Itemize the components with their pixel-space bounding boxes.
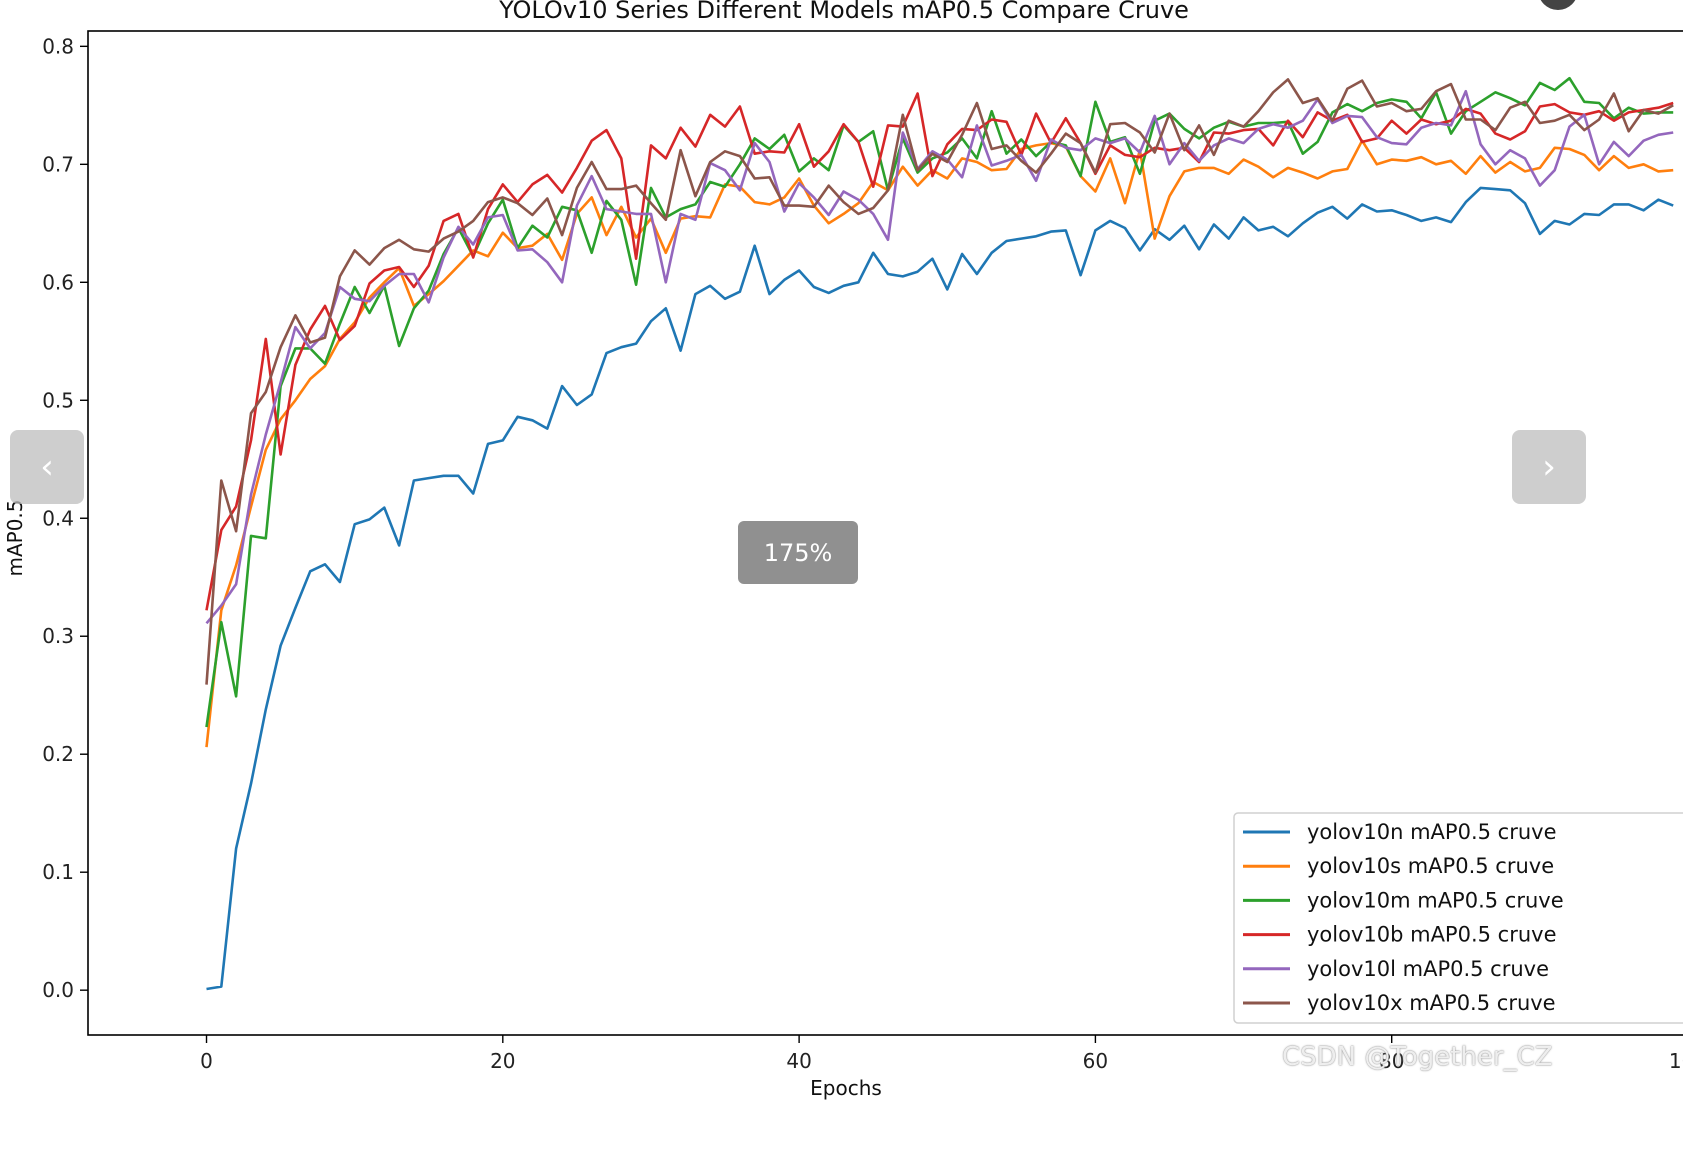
y-tick-label: 0.7 [42, 152, 74, 176]
y-tick-label: 0.3 [42, 624, 74, 648]
series-layer [205, 76, 1674, 991]
y-axis-label: mAP0.5 [3, 499, 27, 576]
x-tick-label: 40 [786, 1049, 811, 1073]
series-line-4 [205, 89, 1674, 625]
series-line-0 [206, 186, 1674, 991]
series-line-3 [205, 92, 1674, 611]
x-tick-label: 60 [1083, 1049, 1108, 1073]
series-line-5 [205, 78, 1674, 685]
chevron-right-icon: › [1542, 447, 1556, 487]
y-tick-label: 0.6 [42, 270, 74, 294]
prev-image-button[interactable]: ‹ [10, 430, 84, 504]
y-tick-label: 0.2 [42, 742, 74, 766]
y-tick-label: 0.5 [42, 388, 74, 412]
chart-title: YOLOv10 Series Different Models mAP0.5 C… [498, 0, 1189, 24]
x-tick-label: 20 [490, 1049, 515, 1073]
legend-label: yolov10s mAP0.5 cruve [1307, 854, 1554, 878]
series-line-1 [205, 139, 1674, 748]
x-tick-label: 80 [1379, 1049, 1404, 1073]
y-tick-label: 0.8 [42, 34, 74, 58]
legend-label: yolov10b mAP0.5 cruve [1307, 923, 1557, 947]
legend-box [1233, 812, 1683, 1024]
close-button[interactable] [1538, 0, 1578, 10]
x-tick-label: 100 [1669, 1049, 1683, 1073]
y-tick-label: 0.0 [42, 978, 74, 1002]
y-tick-label: 0.4 [42, 506, 74, 530]
legend-label: yolov10l mAP0.5 cruve [1307, 957, 1549, 981]
legend-label: yolov10x mAP0.5 cruve [1307, 991, 1556, 1015]
chevron-left-icon: ‹ [40, 447, 54, 487]
zoom-level-badge: 175% [738, 521, 858, 584]
y-tick-label: 0.1 [42, 860, 74, 884]
x-tick-label: 0 [200, 1049, 213, 1073]
legend-label: yolov10m mAP0.5 cruve [1307, 888, 1564, 912]
x-axis: 0 20 40 60 80 100 [200, 1035, 1683, 1073]
legend: yolov10n mAP0.5 cruve yolov10s mAP0.5 cru… [1233, 812, 1683, 1024]
plot-frame [87, 30, 1683, 1036]
x-axis-label: Epochs [810, 1076, 882, 1100]
legend-label: yolov10n mAP0.5 cruve [1307, 820, 1557, 844]
y-axis: 0.0 0.1 0.2 0.3 0.4 0.5 0.6 0.7 0.8 [42, 34, 88, 1002]
watermark-text: CSDN @Together_CZ [1282, 1042, 1553, 1072]
next-image-button[interactable]: › [1512, 430, 1586, 504]
